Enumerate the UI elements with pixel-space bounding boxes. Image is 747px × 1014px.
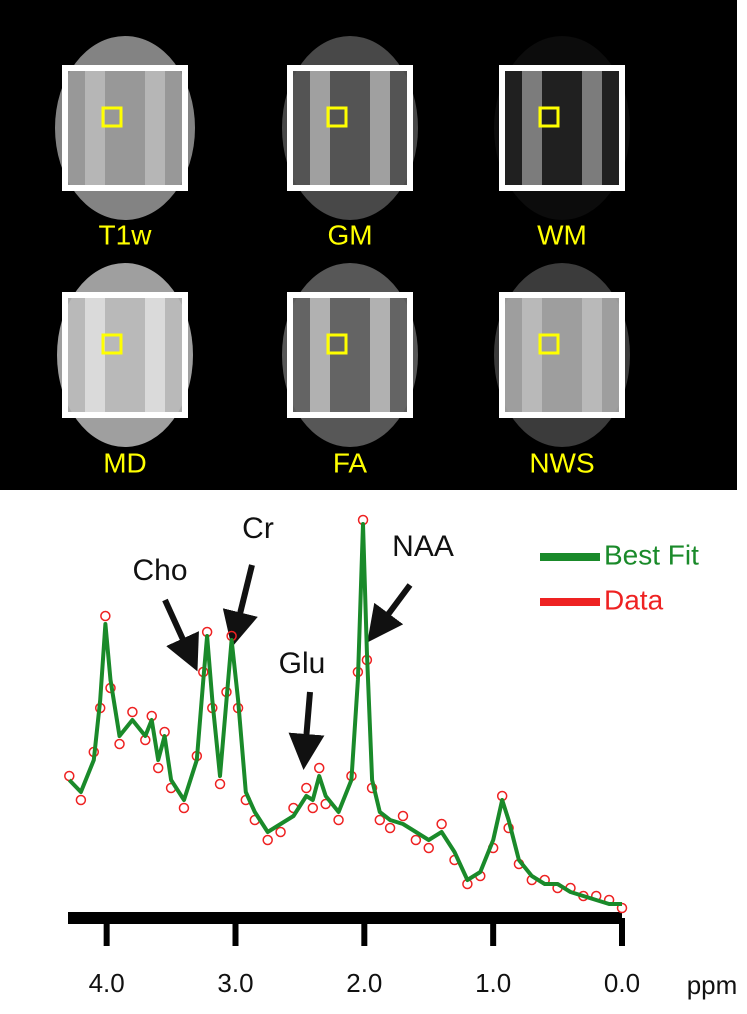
image-column (390, 68, 410, 188)
image-column (145, 68, 165, 188)
x-tick-label: 0.0 (604, 968, 640, 998)
image-column (502, 68, 522, 188)
data-point (301, 782, 312, 794)
image-column (390, 295, 410, 415)
data-point (75, 794, 87, 806)
image-column (582, 68, 602, 188)
panel-label: FA (333, 447, 368, 478)
data-point (114, 738, 125, 750)
image-column (330, 295, 350, 415)
arrow (162, 598, 199, 672)
x-axis-label: ppm (687, 970, 738, 1000)
image-column (542, 295, 562, 415)
data-point (423, 842, 434, 854)
panel-label: T1w (99, 219, 153, 250)
voxel-marker (326, 333, 348, 355)
image-column (65, 295, 85, 415)
legend-label: Best Fit (604, 539, 699, 570)
data-point (410, 834, 422, 846)
x-tick-label: 2.0 (346, 968, 382, 998)
x-tick-label: 3.0 (217, 968, 253, 998)
image-column (602, 68, 622, 188)
image-column (602, 295, 622, 415)
image-column (85, 295, 105, 415)
image-column (370, 295, 390, 415)
data-point (384, 822, 396, 834)
image-column (350, 295, 370, 415)
image-column (65, 68, 85, 188)
peak-label: Glu (279, 647, 326, 680)
image-column (330, 68, 350, 188)
image-column (522, 295, 542, 415)
voxel-marker (326, 106, 348, 128)
voxel-marker (538, 333, 560, 355)
voxel-marker (538, 106, 560, 128)
peak-label: NAA (392, 530, 454, 563)
image-column (290, 68, 310, 188)
voxel-box (499, 292, 625, 418)
peak-label: Cr (242, 512, 274, 545)
x-axis (68, 912, 622, 924)
image-column (350, 68, 370, 188)
image-column (522, 68, 542, 188)
image-column (145, 295, 165, 415)
x-tick-label: 4.0 (89, 968, 125, 998)
image-column (105, 295, 125, 415)
data-point (64, 770, 75, 782)
voxel-marker (101, 333, 123, 355)
data-point (374, 814, 386, 826)
data-point (262, 834, 273, 846)
legend-label: Data (604, 584, 664, 615)
fit-line (67, 522, 622, 906)
data-point (275, 826, 286, 838)
image-column (310, 68, 330, 188)
panel-label: GM (327, 219, 372, 250)
data-point (436, 818, 447, 830)
data-point (178, 802, 190, 814)
image-column (310, 295, 330, 415)
annotation-arrows (162, 564, 413, 770)
image-panels: T1w GM WM MD FA NWS (55, 36, 630, 478)
peak-label: Cho (132, 554, 187, 587)
image-column (582, 295, 602, 415)
data-point (333, 814, 344, 826)
image-column (502, 295, 522, 415)
voxel-box (62, 65, 188, 191)
arrow (367, 583, 413, 643)
image-column (370, 68, 390, 188)
voxel-box (62, 292, 188, 418)
data-point (397, 810, 409, 822)
arrow (222, 564, 258, 648)
x-tick-label: 1.0 (475, 968, 511, 998)
voxel-box (287, 292, 413, 418)
image-column (165, 295, 185, 415)
data-point (127, 706, 138, 718)
panel-label: MD (103, 447, 147, 478)
data-point (152, 762, 164, 774)
voxel-box (287, 65, 413, 191)
data-point (100, 610, 111, 622)
data-point (313, 762, 325, 774)
image-column (542, 68, 562, 188)
image-column (562, 295, 582, 415)
voxel-box (499, 65, 625, 191)
panel-label: NWS (529, 447, 594, 478)
image-column (85, 68, 105, 188)
image-column (165, 68, 185, 188)
image-column (105, 68, 125, 188)
data-point (307, 802, 319, 814)
image-column (562, 68, 582, 188)
image-column (290, 295, 310, 415)
image-column (125, 295, 145, 415)
voxel-marker (101, 106, 123, 128)
image-column (125, 68, 145, 188)
panel-label: WM (537, 219, 587, 250)
arrow (288, 691, 325, 770)
data-point (214, 778, 226, 790)
